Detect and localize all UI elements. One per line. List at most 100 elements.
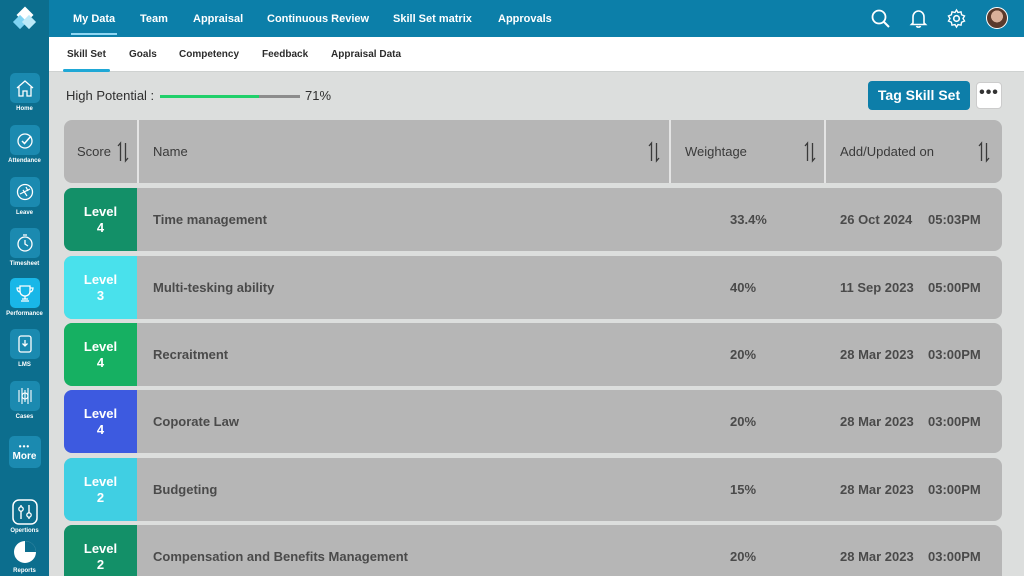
cases-button[interactable] bbox=[9, 381, 40, 411]
tab-appraisal[interactable]: Appraisal bbox=[193, 13, 244, 25]
tab-skill-set[interactable]: Skill Set bbox=[63, 37, 110, 72]
table-row[interactable]: Level 3 Multi-tesking ability 40% 11 Sep… bbox=[64, 256, 1002, 319]
timesheet-button[interactable] bbox=[9, 228, 40, 258]
updated-time: 03:00PM bbox=[928, 347, 981, 362]
sidebar-item-label: Performance bbox=[6, 311, 43, 317]
timesheet-icon bbox=[16, 234, 33, 252]
table-row[interactable]: Level 2 Budgeting 15% 28 Mar 2023 03:00P… bbox=[64, 458, 1002, 521]
sort-icon[interactable] bbox=[804, 141, 816, 163]
tab-appraisal-data[interactable]: Appraisal Data bbox=[331, 49, 402, 60]
updated-date: 28 Mar 2023 bbox=[840, 414, 914, 429]
level-word: Level bbox=[83, 473, 118, 489]
level-badge: Level 2 bbox=[64, 525, 137, 576]
weightage-value: 40% bbox=[730, 280, 757, 295]
more-label: More bbox=[12, 450, 37, 462]
search-icon[interactable] bbox=[870, 8, 891, 29]
level-number: 4 bbox=[96, 219, 105, 235]
skill-name: Recraitment bbox=[153, 347, 229, 362]
tab-skill-set-matrix[interactable]: Skill Set matrix bbox=[393, 13, 472, 25]
updated-time: 03:00PM bbox=[928, 549, 981, 564]
sort-icon[interactable] bbox=[978, 141, 990, 163]
weightage-value: 15% bbox=[730, 482, 757, 497]
skill-name: Time management bbox=[153, 212, 267, 227]
header-score[interactable]: Score bbox=[77, 144, 111, 159]
sidebar-item-leave[interactable]: Leave bbox=[0, 177, 49, 216]
column-divider bbox=[824, 120, 826, 183]
sidebar-item-options[interactable]: Opertions bbox=[0, 499, 49, 534]
lms-button[interactable] bbox=[9, 329, 40, 359]
sort-icon[interactable] bbox=[648, 141, 660, 163]
attendance-icon bbox=[16, 133, 33, 149]
level-badge: Level 4 bbox=[64, 323, 137, 386]
gear-icon[interactable] bbox=[946, 8, 967, 29]
sidebar-item-label: Cases bbox=[15, 414, 34, 420]
level-number: 2 bbox=[96, 489, 105, 505]
performance-button[interactable] bbox=[9, 278, 40, 308]
level-word: Level bbox=[83, 271, 118, 287]
tab-approvals[interactable]: Approvals bbox=[498, 13, 552, 25]
high-potential-progress-bar bbox=[160, 95, 300, 98]
updated-date: 28 Mar 2023 bbox=[840, 482, 914, 497]
sidebar: Home Attendance Leave Timesheet Performa… bbox=[0, 0, 49, 576]
level-badge: Level 2 bbox=[64, 458, 137, 521]
avatar[interactable] bbox=[986, 7, 1008, 29]
table-row[interactable]: Level 4 Time management 33.4% 26 Oct 202… bbox=[64, 188, 1002, 251]
sidebar-item-label: LMS bbox=[18, 362, 31, 368]
skill-name: Coporate Law bbox=[153, 414, 239, 429]
tab-goals[interactable]: Goals bbox=[129, 49, 157, 60]
attendance-button[interactable] bbox=[9, 125, 40, 155]
level-word: Level bbox=[83, 540, 118, 556]
level-word: Level bbox=[83, 338, 118, 354]
column-divider bbox=[137, 120, 139, 183]
weightage-value: 20% bbox=[730, 414, 757, 429]
sub-navigation: Skill Set Goals Competency Feedback Appr… bbox=[49, 37, 1024, 72]
table-row[interactable]: Level 2 Compensation and Benefits Manage… bbox=[64, 525, 1002, 576]
pie-chart-icon bbox=[13, 541, 36, 563]
leave-button[interactable] bbox=[9, 177, 40, 207]
bell-icon[interactable] bbox=[908, 8, 929, 29]
sidebar-item-cases[interactable]: Cases bbox=[0, 381, 49, 420]
more-button[interactable]: ••• More bbox=[8, 436, 41, 468]
dots-icon: ••• bbox=[18, 441, 31, 451]
sidebar-item-home[interactable]: Home bbox=[0, 73, 49, 112]
sidebar-item-label: Leave bbox=[15, 210, 33, 216]
level-badge: Level 3 bbox=[64, 256, 137, 319]
lms-icon bbox=[17, 335, 32, 353]
app-logo[interactable] bbox=[10, 6, 40, 36]
sidebar-item-label: Timesheet bbox=[9, 261, 40, 267]
sidebar-item-timesheet[interactable]: Timesheet bbox=[0, 228, 49, 267]
sidebar-item-reports[interactable]: Reports bbox=[0, 539, 49, 574]
sidebar-item-more[interactable]: ••• More bbox=[0, 436, 49, 468]
level-word: Level bbox=[83, 203, 118, 219]
updated-date: 28 Mar 2023 bbox=[840, 347, 914, 362]
home-button[interactable] bbox=[9, 73, 40, 103]
tag-skill-set-button[interactable]: Tag Skill Set bbox=[868, 81, 970, 110]
leave-icon bbox=[16, 183, 33, 201]
header-weightage[interactable]: Weightage bbox=[685, 144, 747, 159]
weightage-value: 33.4% bbox=[730, 212, 767, 227]
sidebar-item-lms[interactable]: LMS bbox=[0, 329, 49, 368]
more-options-button[interactable]: ••• bbox=[976, 82, 1002, 109]
header-updated-on[interactable]: Add/Updated on bbox=[840, 144, 934, 159]
sidebar-item-performance[interactable]: Performance bbox=[0, 278, 49, 317]
tab-team[interactable]: Team bbox=[140, 13, 168, 25]
tab-continuous-review[interactable]: Continuous Review bbox=[267, 13, 370, 25]
table-row[interactable]: Level 4 Recraitment 20% 28 Mar 2023 03:0… bbox=[64, 323, 1002, 386]
tab-my-data[interactable]: My Data bbox=[70, 0, 118, 37]
weightage-value: 20% bbox=[730, 549, 757, 564]
table-header: Score Name Weightage Add/Updated on bbox=[64, 120, 1002, 183]
column-divider bbox=[669, 120, 671, 183]
sidebar-item-attendance[interactable]: Attendance bbox=[0, 125, 49, 164]
tab-feedback[interactable]: Feedback bbox=[262, 49, 309, 60]
header-name[interactable]: Name bbox=[153, 144, 188, 159]
sort-icon[interactable] bbox=[117, 141, 129, 163]
progress-fill bbox=[160, 95, 260, 98]
skill-name: Multi-tesking ability bbox=[153, 280, 275, 295]
sidebar-item-label: Home bbox=[16, 106, 33, 112]
tab-competency[interactable]: Competency bbox=[179, 49, 240, 60]
updated-date: 11 Sep 2023 bbox=[840, 280, 914, 295]
table-row[interactable]: Level 4 Coporate Law 20% 28 Mar 2023 03:… bbox=[64, 390, 1002, 453]
updated-time: 05:00PM bbox=[928, 280, 981, 295]
updated-time: 03:00PM bbox=[928, 414, 981, 429]
level-word: Level bbox=[83, 405, 118, 421]
